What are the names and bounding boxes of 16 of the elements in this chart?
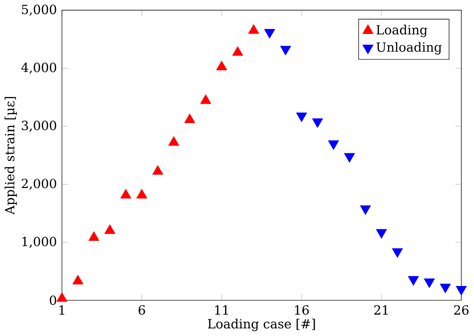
y-tick-label: 2,000 xyxy=(22,178,56,190)
legend-label: Loading xyxy=(376,24,428,38)
x-tick-label: 16 xyxy=(295,305,309,315)
y-tick-label: 3,000 xyxy=(22,120,56,132)
y-tick-label: 1,000 xyxy=(22,236,56,248)
legend-label: Unloading xyxy=(376,42,442,55)
y-tick-label: 5,000 xyxy=(22,4,56,16)
x-tick-label: 1 xyxy=(59,305,64,315)
y-axis-title: Applied strain [µε] xyxy=(4,97,17,215)
y-tick-label: 0 xyxy=(50,296,56,306)
y-tick-label: 4,000 xyxy=(21,62,56,74)
x-tick-label: 11 xyxy=(215,305,228,315)
x-tick-label: 21 xyxy=(374,305,388,315)
x-tick-label: 6 xyxy=(138,305,146,315)
x-tick-label: 26 xyxy=(454,305,469,315)
x-axis-title: Loading case [#] xyxy=(208,318,315,332)
